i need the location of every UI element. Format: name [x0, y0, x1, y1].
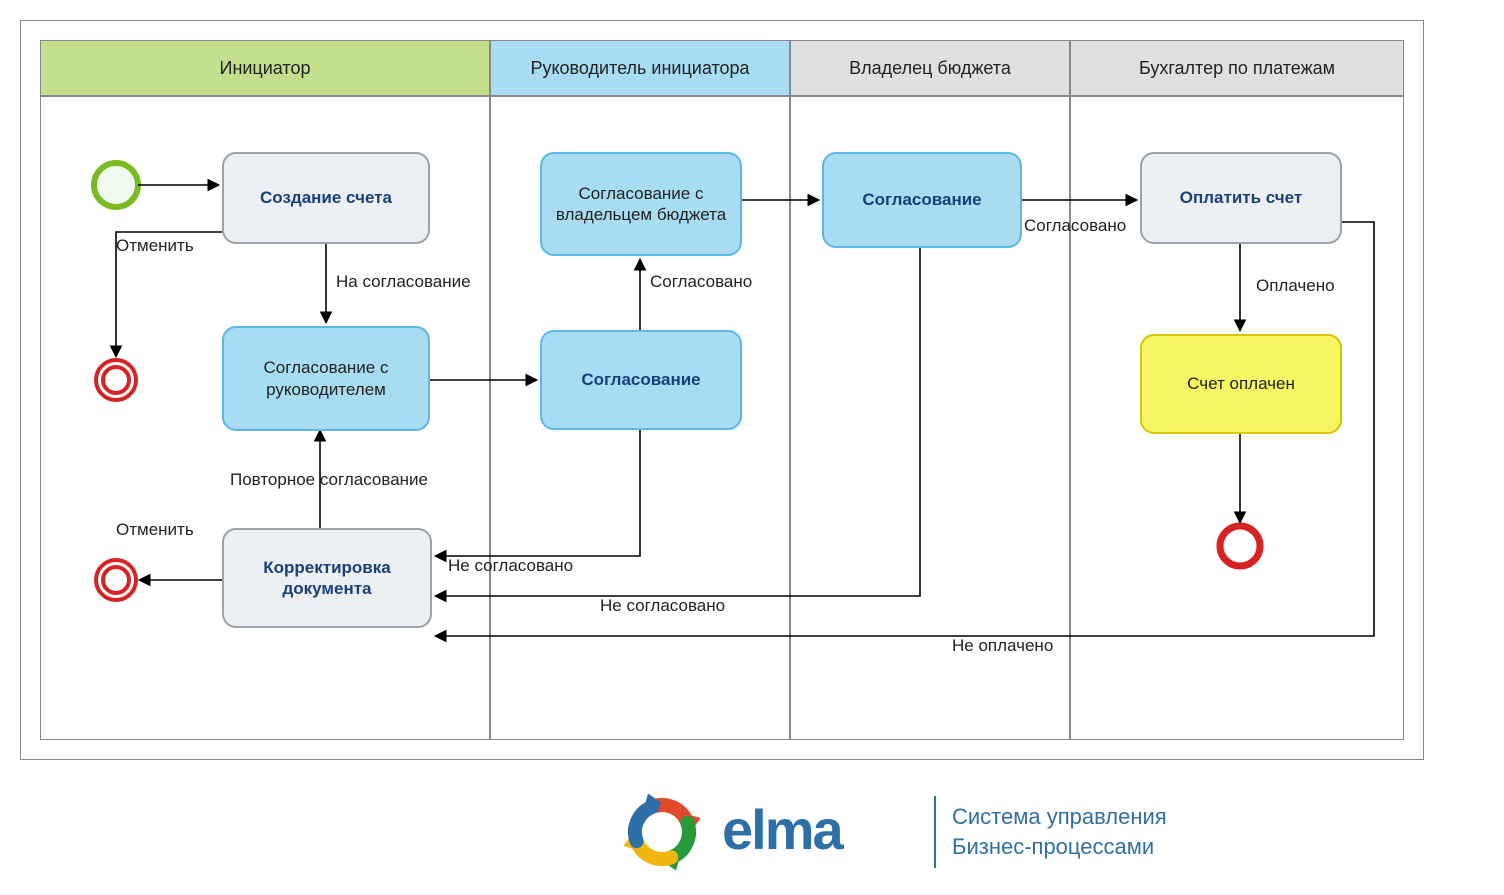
task-label: Корректировка документа	[234, 557, 420, 600]
edge-label: На согласование	[336, 272, 471, 292]
task-approval2: Согласование	[822, 152, 1022, 248]
logo-divider	[934, 796, 936, 868]
lane-header-accountant: Бухгалтер по платежам	[1070, 40, 1404, 96]
logo-ring-icon	[620, 790, 704, 874]
task-approve_sup: Согласование с руководителем	[222, 326, 430, 431]
tagline-line-1: Система управления	[952, 802, 1167, 832]
edge-label: Отменить	[116, 236, 194, 256]
task-label: Согласование	[834, 189, 1010, 210]
task-correct: Корректировка документа	[222, 528, 432, 628]
logo-tagline: Система управления Бизнес-процессами	[952, 802, 1167, 861]
task-label: Создание счета	[234, 187, 418, 208]
tagline-line-2: Бизнес-процессами	[952, 832, 1167, 862]
logo-tagline-block: Система управления Бизнес-процессами	[930, 796, 1167, 868]
task-label: Согласование с владельцем бюджета	[552, 183, 730, 226]
task-label: Согласование с руководителем	[234, 357, 418, 400]
brand-name: elma	[722, 798, 844, 861]
edge-label: Не оплачено	[952, 636, 1053, 656]
lane-header-owner: Владелец бюджета	[790, 40, 1070, 96]
edge-label: Оплачено	[1256, 276, 1335, 296]
edge-label: Согласовано	[650, 272, 752, 292]
brand-logo: elma Система управления Бизнес-процессам…	[620, 790, 1167, 874]
task-create: Создание счета	[222, 152, 430, 244]
diagram-canvas: Инициатор Руководитель инициатора Владелец…	[0, 0, 1504, 895]
lane-header-initiator: Инициатор	[40, 40, 490, 96]
task-paid: Счет оплачен	[1140, 334, 1342, 434]
edge-label: Отменить	[116, 520, 194, 540]
edge-label: Повторное согласование	[230, 470, 428, 490]
task-label: Оплатить счет	[1152, 187, 1330, 208]
edge-label: Не согласовано	[448, 556, 573, 576]
lane-label: Бухгалтер по платежам	[1139, 58, 1335, 79]
lane-header-supervisor: Руководитель инициатора	[490, 40, 790, 96]
task-approval1: Согласование	[540, 330, 742, 430]
task-label: Согласование	[552, 369, 730, 390]
lane-label: Владелец бюджета	[849, 58, 1011, 79]
task-label: Счет оплачен	[1152, 373, 1330, 394]
lane-label: Инициатор	[220, 58, 311, 79]
logo-wordmark: elma	[722, 797, 912, 867]
edge-label: Не согласовано	[600, 596, 725, 616]
task-pay: Оплатить счет	[1140, 152, 1342, 244]
edge-label: Согласовано	[1024, 216, 1126, 236]
lane-label: Руководитель инициатора	[530, 58, 749, 79]
task-approve_own: Согласование с владельцем бюджета	[540, 152, 742, 256]
